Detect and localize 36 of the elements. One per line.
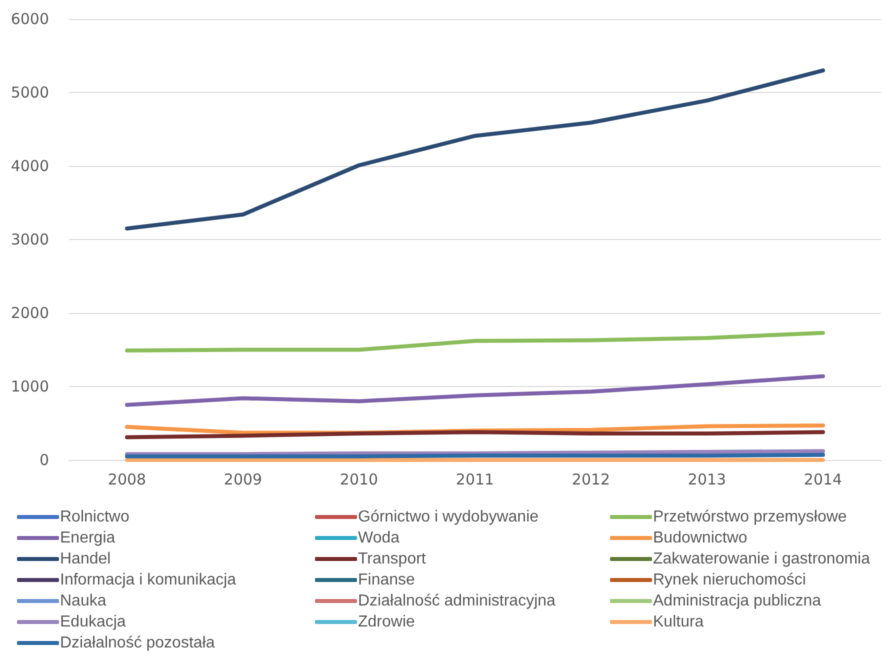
legend-label: Zakwaterowanie i gastronomia xyxy=(653,550,870,568)
y-tick-label: 0 xyxy=(39,451,49,469)
legend-label: Działalność pozostała xyxy=(60,634,215,652)
x-tick-label: 2014 xyxy=(804,470,842,488)
legend-label: Nauka xyxy=(60,592,106,610)
legend-label: Górnictwo i wydobywanie xyxy=(358,508,539,526)
legend-label: Rynek nieruchomości xyxy=(653,572,806,588)
legend-label: Zdrowie xyxy=(358,614,416,630)
y-tick-label: 2000 xyxy=(10,304,49,322)
legend-label: Energia xyxy=(60,530,116,546)
line-series xyxy=(125,68,825,230)
y-tick-label: 1000 xyxy=(10,378,49,396)
y-tick-label: 3000 xyxy=(10,230,49,248)
legend-label: Finanse xyxy=(358,572,416,588)
x-tick-label: 2010 xyxy=(340,470,378,488)
legend-label: Przetwórstwo przemysłowe xyxy=(653,508,847,526)
legend-label: Kultura xyxy=(653,614,704,630)
line-series xyxy=(125,330,825,352)
legend-label: Transport xyxy=(358,550,426,568)
legend-label: Woda xyxy=(358,530,400,546)
legend-label: Edukacja xyxy=(60,614,126,630)
legend-label: Handel xyxy=(60,550,111,568)
y-tick-label: 5000 xyxy=(10,84,49,102)
legend-label: Rolnictwo xyxy=(60,508,130,526)
y-tick-label: 6000 xyxy=(10,10,49,28)
legend-label: Informacja i komunikacja xyxy=(60,572,236,588)
x-tick-label: 2009 xyxy=(224,470,262,488)
x-tick-label: 2011 xyxy=(456,470,494,488)
legend-label: Działalność administracyjna xyxy=(358,592,556,610)
x-tick-label: 2008 xyxy=(108,470,146,488)
y-tick-label: 4000 xyxy=(10,157,49,175)
legend-label: Budownictwo xyxy=(653,530,748,546)
x-tick-label: 2012 xyxy=(572,470,610,488)
line-series xyxy=(125,374,825,407)
legend-label: Administracja publiczna xyxy=(653,592,822,610)
x-tick-label: 2013 xyxy=(688,470,726,488)
